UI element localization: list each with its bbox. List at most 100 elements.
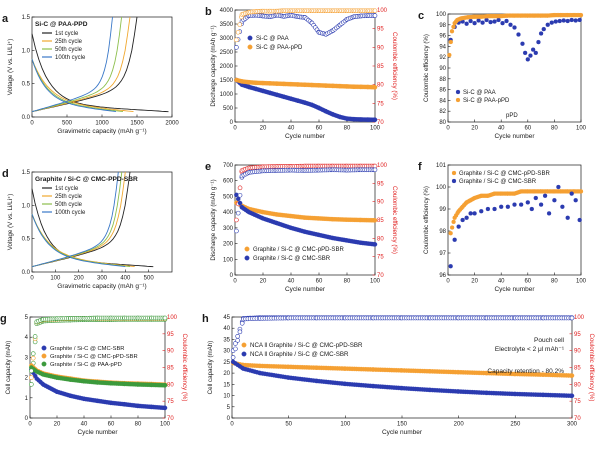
legend-label: 25th cycle	[55, 39, 83, 45]
ce-point	[512, 25, 517, 30]
y-tick-label: 500	[223, 106, 234, 112]
panel-d: 0 100 200 300 400 500 0.0 0.5 1.0 1.5 Gravimetric …	[2, 168, 173, 290]
panel-label: a	[2, 13, 9, 25]
x-tick-label: 0	[30, 121, 34, 127]
ce-point	[485, 206, 491, 212]
x-tick-label: 60	[108, 422, 115, 428]
legend-label: Graphite / Si-C @ CMC-pPD-SBR	[253, 247, 344, 253]
panel-label: g	[0, 313, 7, 325]
x-tick-label: 0	[30, 276, 34, 282]
ce-point	[492, 206, 497, 212]
discharge-curve	[31, 188, 154, 268]
x-tick-label: 20	[54, 422, 61, 428]
x-tick-label: 80	[551, 279, 558, 285]
ce-point	[460, 217, 465, 223]
x-axis-label: Cycle number	[285, 286, 326, 293]
x-tick-label: 80	[135, 422, 142, 428]
panel-label: d	[2, 168, 9, 180]
ce-point	[448, 231, 453, 236]
x-axis-label: Cycle number	[382, 429, 423, 436]
ce-point	[578, 12, 584, 18]
y-tick-label: 0.5	[22, 237, 31, 243]
ce-point	[533, 195, 538, 201]
y-tick-label: 1500	[220, 78, 234, 84]
annotation: Pouch cell	[534, 337, 565, 344]
ce-point	[504, 18, 509, 24]
panel-title: Si-C @ PAA-PPD	[35, 21, 88, 28]
y-tick-label: 35	[223, 337, 230, 343]
legend-marker	[241, 342, 247, 348]
legend-label: NCA ll Graphite / Si-C @ CMC-pPD-SBR	[250, 342, 363, 349]
ce-point	[488, 19, 493, 25]
y2-tick-label: 90	[377, 45, 384, 51]
x-axis-label: Gravimetric capacity (mAh g⁻¹)	[57, 283, 146, 290]
legend-marker	[455, 97, 461, 103]
y2-tick-label: 90	[377, 200, 384, 206]
ce-point	[560, 204, 565, 209]
ce-point	[239, 320, 245, 326]
ce-point	[552, 198, 557, 203]
capacity-point	[235, 196, 241, 202]
x-tick-label: 250	[510, 422, 521, 428]
capacity-point	[569, 373, 575, 378]
y2-tick-label: 70	[377, 120, 384, 126]
y-tick-label: 200	[223, 242, 234, 248]
capacity-series-0	[230, 360, 575, 378]
x-tick-label: 0	[446, 126, 450, 132]
y2-tick-label: 75	[574, 399, 581, 405]
ce-point	[505, 204, 511, 209]
panel-e: 0 20 40 60 80 100 0 100 200 300 400 500 600 700 Cycle …	[205, 161, 398, 293]
y-tick-label: 0	[230, 120, 234, 126]
y-tick-label: 1.0	[22, 203, 31, 209]
legend-marker	[41, 361, 47, 367]
ce-series-1	[234, 8, 378, 43]
x-axis-label: Gravimetric capacity (mAh g⁻¹)	[57, 128, 146, 135]
ce-point	[484, 17, 489, 23]
ce-point	[29, 368, 34, 374]
discharge-curve	[31, 58, 117, 113]
y-tick-label: 100	[223, 257, 234, 263]
ce-series-0	[234, 163, 378, 223]
ce-point	[525, 57, 530, 62]
legend-label: 100th cycle	[55, 55, 86, 61]
ce-point	[538, 31, 544, 36]
y-tick-label: 500	[223, 194, 234, 200]
legend-label: 1st cycle	[55, 186, 79, 192]
y2-tick-label: 100	[377, 163, 388, 169]
y2-tick-label: 85	[574, 366, 581, 372]
y-tick-label: 25	[223, 360, 230, 366]
y-tick-label: 0	[227, 416, 231, 422]
ce-point	[449, 29, 455, 34]
x-tick-label: 400	[120, 276, 131, 282]
legend-label: Si-C @ PAA-pPD	[463, 98, 510, 104]
ce-series-1	[447, 12, 584, 58]
x-tick-label: 20	[260, 279, 267, 285]
y2-tick-label: 75	[377, 255, 384, 261]
x-tick-label: 100	[370, 279, 381, 285]
legend-label: Graphite / Si-C @ CMC-SBR	[459, 179, 537, 185]
y2-tick-label: 70	[167, 416, 174, 422]
y2-tick-label: 95	[574, 332, 581, 338]
ce-series-2	[29, 315, 168, 374]
ce-point	[546, 211, 552, 216]
y2-tick-label: 90	[574, 349, 581, 355]
ce-point	[578, 189, 584, 194]
y2-tick-label: 70	[377, 273, 384, 279]
y2-tick-label: 100	[377, 8, 388, 14]
x-tick-label: 50	[285, 422, 292, 428]
ce-point	[569, 191, 574, 196]
ce-series-0	[448, 17, 582, 62]
ce-point	[235, 338, 240, 343]
ce-point	[464, 21, 469, 26]
x-tick-label: 2000	[165, 121, 179, 127]
legend-label: 25th cycle	[55, 194, 83, 200]
ce-point	[235, 210, 241, 216]
ce-point	[29, 382, 34, 387]
legend-marker	[241, 351, 247, 357]
ce-point	[233, 346, 238, 352]
ce-point	[569, 315, 575, 321]
x-tick-label: 100	[576, 279, 587, 285]
ce-point	[577, 17, 582, 23]
legend-label: Si-C @ PAA	[463, 90, 496, 96]
